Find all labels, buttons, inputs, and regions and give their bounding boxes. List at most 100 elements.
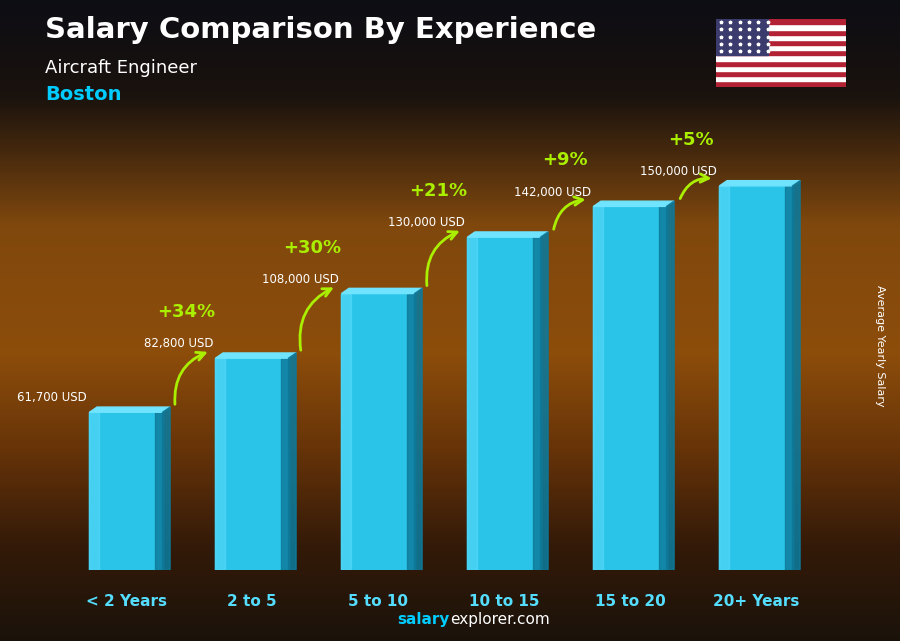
Bar xyxy=(0,269,900,271)
Bar xyxy=(0,504,900,506)
Polygon shape xyxy=(215,353,296,358)
Bar xyxy=(716,29,846,35)
Bar xyxy=(0,90,900,92)
Bar xyxy=(0,104,900,107)
Bar xyxy=(0,442,900,444)
Bar xyxy=(0,603,900,604)
Text: explorer.com: explorer.com xyxy=(450,612,550,627)
Polygon shape xyxy=(541,232,548,570)
Bar xyxy=(0,575,900,577)
Bar xyxy=(0,284,900,287)
Text: 61,700 USD: 61,700 USD xyxy=(17,392,87,404)
Bar xyxy=(0,489,900,492)
Bar xyxy=(0,410,900,412)
Bar xyxy=(0,53,900,56)
Bar xyxy=(341,294,351,570)
Bar xyxy=(0,483,900,485)
Bar xyxy=(0,30,900,32)
Bar xyxy=(0,526,900,528)
Bar xyxy=(0,160,900,162)
Bar xyxy=(0,436,900,438)
Text: 15 to 20: 15 to 20 xyxy=(595,594,665,610)
Text: 150,000 USD: 150,000 USD xyxy=(640,165,717,178)
Bar xyxy=(0,15,900,17)
Bar xyxy=(0,299,900,301)
Bar xyxy=(0,220,900,222)
Bar xyxy=(0,609,900,611)
Bar xyxy=(716,66,846,71)
Bar xyxy=(0,622,900,624)
Bar xyxy=(0,162,900,165)
Bar xyxy=(0,515,900,517)
Bar xyxy=(0,226,900,229)
Bar xyxy=(0,581,900,583)
Bar xyxy=(0,639,900,641)
Bar xyxy=(0,635,900,637)
Bar xyxy=(0,81,900,83)
Bar xyxy=(0,250,900,252)
Bar xyxy=(0,340,900,342)
Polygon shape xyxy=(667,201,674,570)
Text: 108,000 USD: 108,000 USD xyxy=(262,272,339,286)
Bar xyxy=(0,143,900,146)
Bar xyxy=(0,308,900,310)
Bar xyxy=(0,372,900,374)
Bar xyxy=(0,24,900,26)
Text: +30%: +30% xyxy=(284,238,341,256)
Bar xyxy=(0,141,900,143)
Bar xyxy=(0,538,900,540)
Bar xyxy=(0,558,900,560)
Bar xyxy=(0,256,900,258)
Bar xyxy=(0,370,900,372)
Bar xyxy=(0,412,900,415)
Bar xyxy=(0,96,900,98)
Bar xyxy=(0,239,900,242)
Bar xyxy=(0,397,900,399)
Bar xyxy=(0,429,900,431)
Text: 2 to 5: 2 to 5 xyxy=(227,594,277,610)
Bar xyxy=(0,344,900,346)
Text: Salary Comparison By Experience: Salary Comparison By Experience xyxy=(45,16,596,44)
Bar xyxy=(0,402,900,404)
Text: +34%: +34% xyxy=(158,303,215,321)
Bar xyxy=(0,128,900,130)
Bar xyxy=(0,335,900,338)
Polygon shape xyxy=(593,201,674,206)
Bar xyxy=(0,447,900,449)
Bar xyxy=(0,579,900,581)
Bar xyxy=(0,77,900,79)
Bar xyxy=(0,69,900,71)
Bar xyxy=(0,316,900,319)
Bar xyxy=(0,374,900,376)
Bar xyxy=(593,206,667,570)
Bar xyxy=(0,378,900,380)
Bar xyxy=(0,167,900,169)
Bar xyxy=(0,28,900,30)
Bar xyxy=(0,120,900,122)
Bar xyxy=(0,395,900,397)
Bar xyxy=(0,11,900,13)
Bar xyxy=(0,479,900,481)
Text: Boston: Boston xyxy=(45,85,122,104)
Bar xyxy=(0,513,900,515)
Bar xyxy=(0,92,900,94)
Bar xyxy=(0,271,900,274)
Bar xyxy=(0,4,900,6)
Bar xyxy=(0,258,900,261)
Bar xyxy=(0,312,900,314)
Bar xyxy=(716,45,846,50)
Bar xyxy=(0,361,900,363)
Bar xyxy=(89,412,99,570)
Bar xyxy=(0,624,900,626)
Bar xyxy=(593,206,603,570)
Bar xyxy=(0,179,900,181)
Bar xyxy=(0,107,900,109)
Bar xyxy=(0,282,900,284)
Bar xyxy=(0,449,900,451)
Bar xyxy=(0,246,900,248)
Bar xyxy=(155,412,163,570)
Bar xyxy=(0,583,900,585)
Bar xyxy=(0,235,900,237)
Bar xyxy=(0,423,900,425)
Bar xyxy=(0,620,900,622)
